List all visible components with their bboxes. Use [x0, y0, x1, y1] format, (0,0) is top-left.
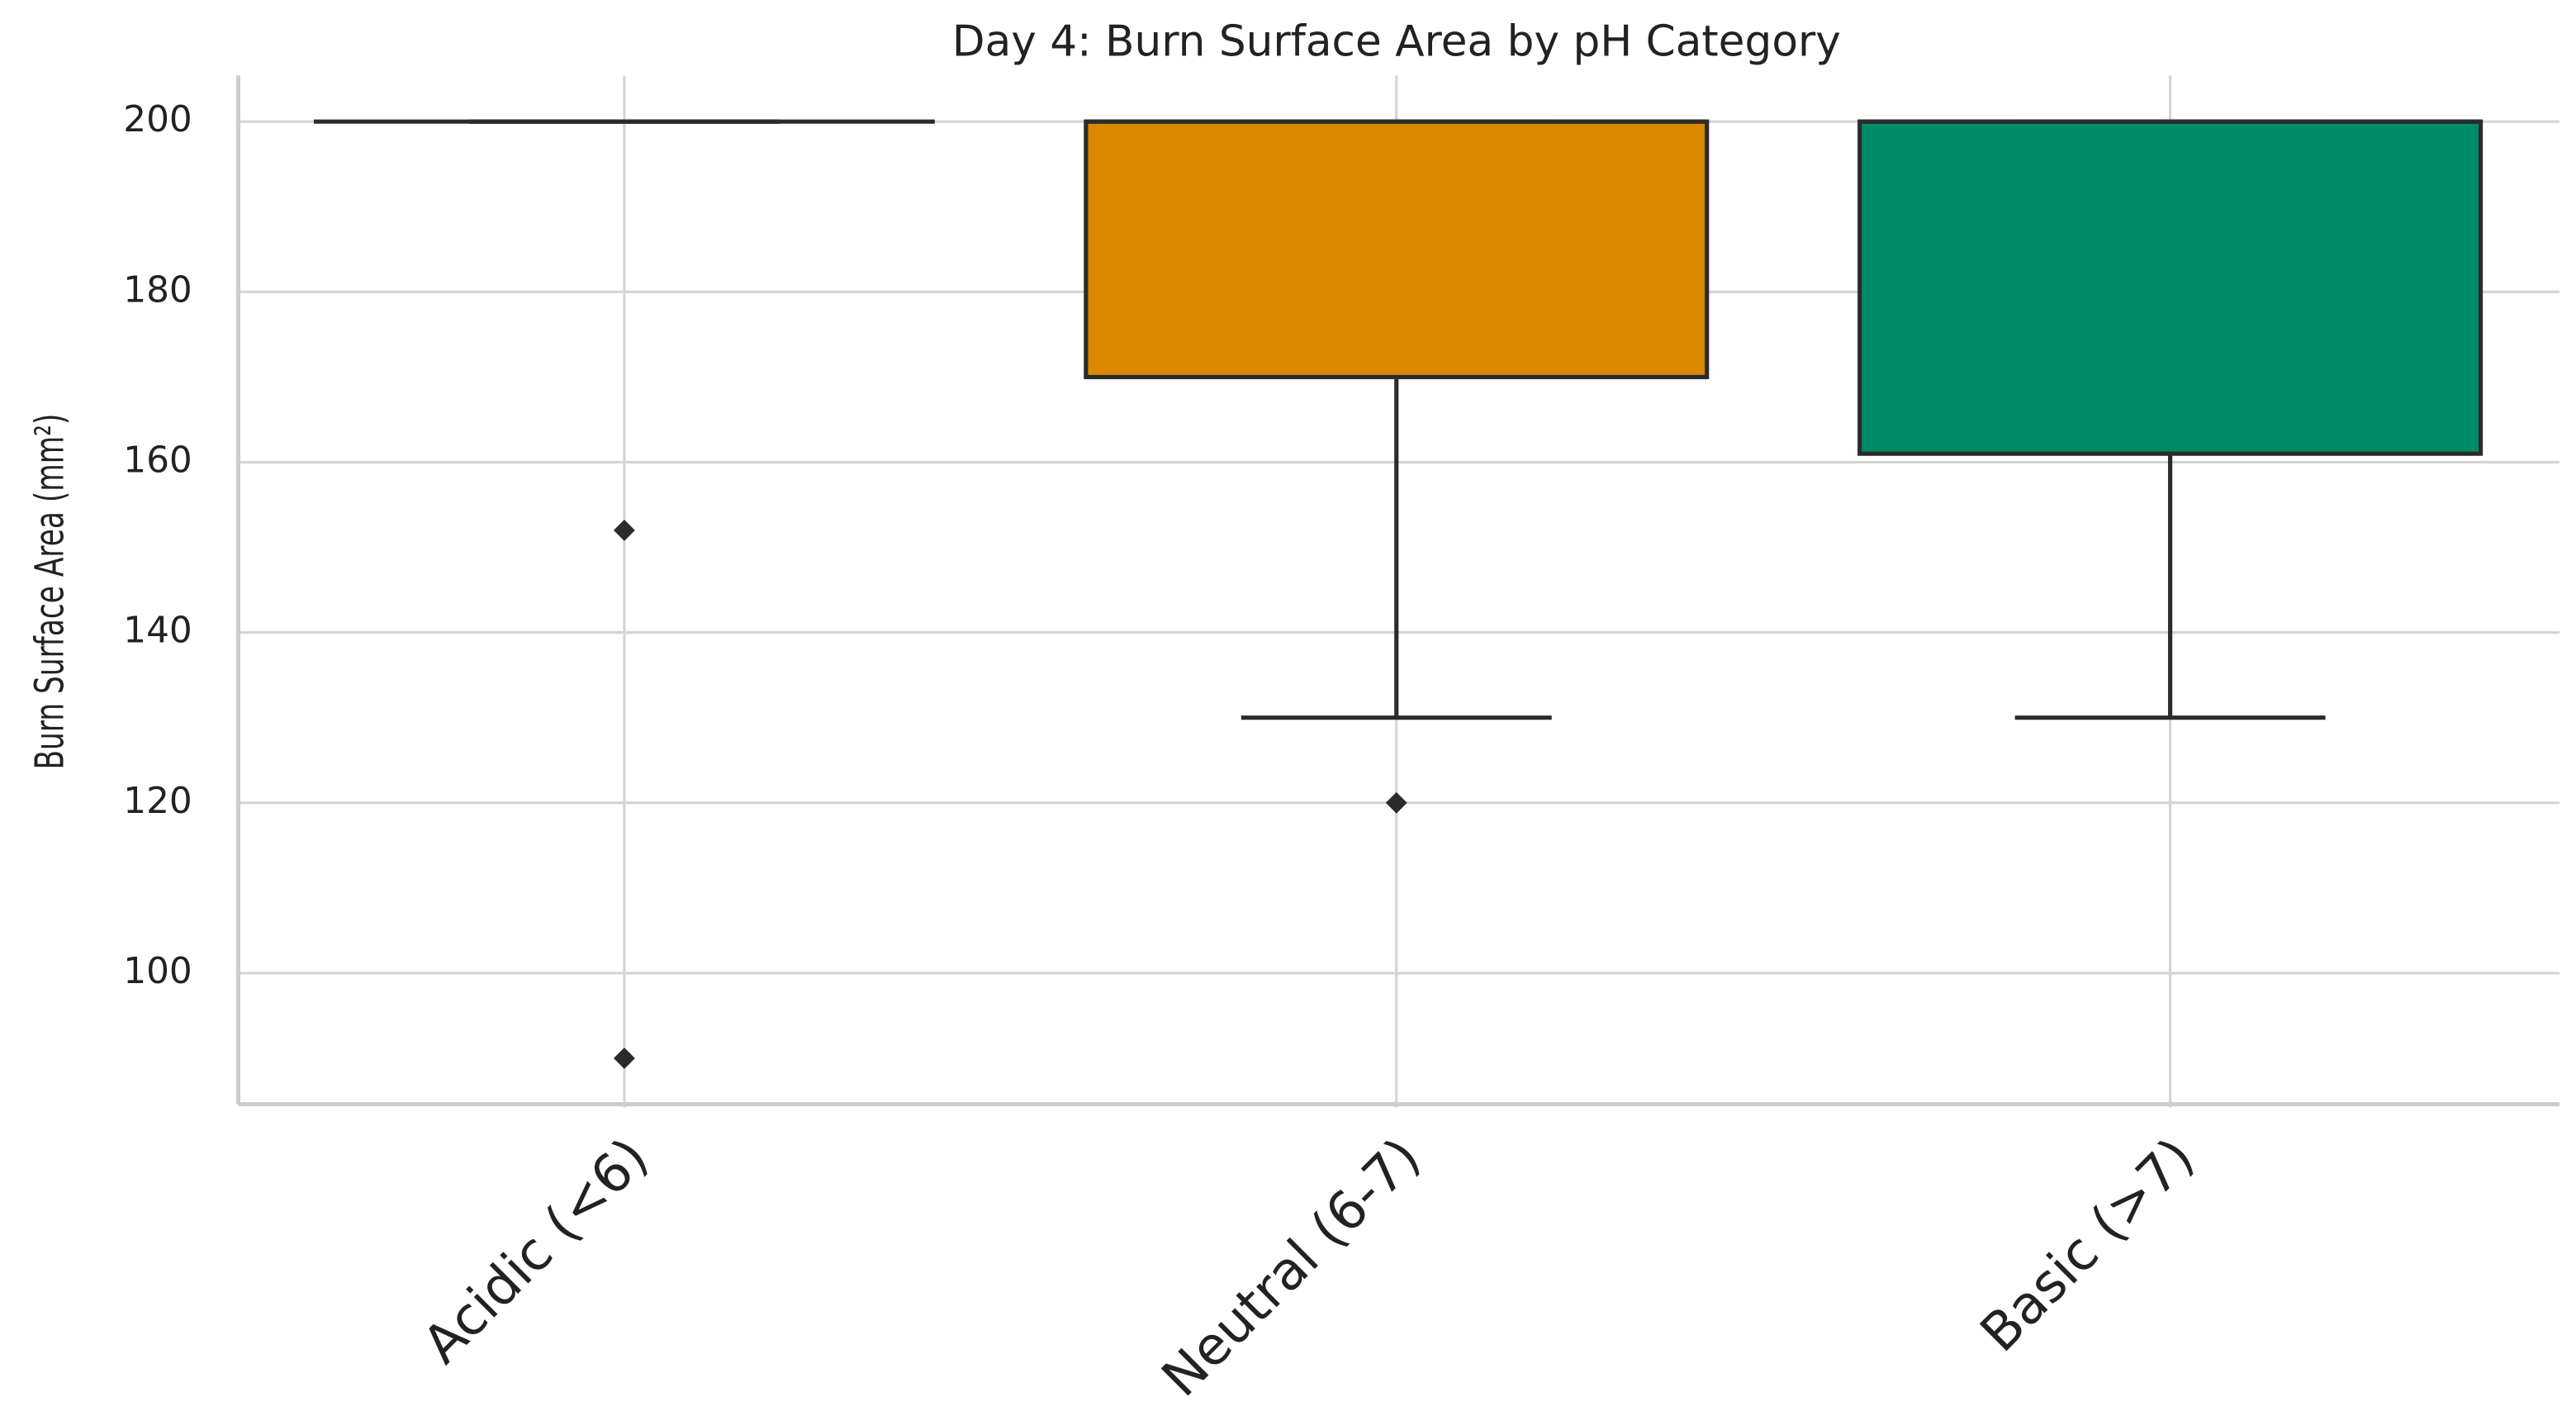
box: [1857, 119, 2483, 456]
outlier: [613, 520, 635, 541]
y-axis-label: Burn Surface Area (mm²): [26, 414, 73, 770]
y-tick-label: 140: [123, 610, 192, 652]
box: [1084, 119, 1710, 379]
y-tick-label: 180: [123, 268, 192, 311]
outlier: [1385, 791, 1407, 814]
x-tick-label: Acidic (<6): [411, 1127, 660, 1376]
x-tick-label: Neutral (6-7): [1150, 1127, 1432, 1409]
y-tick-label: 160: [123, 439, 192, 481]
y-tick-label: 100: [123, 950, 192, 992]
x-tick-label: Basic (>7): [1969, 1127, 2206, 1364]
chart-title: Day 4: Burn Surface Area by pH Category: [952, 17, 1841, 67]
y-tick-label: 120: [123, 780, 192, 822]
outlier: [613, 1048, 635, 1069]
y-tick-label: 200: [123, 98, 192, 140]
